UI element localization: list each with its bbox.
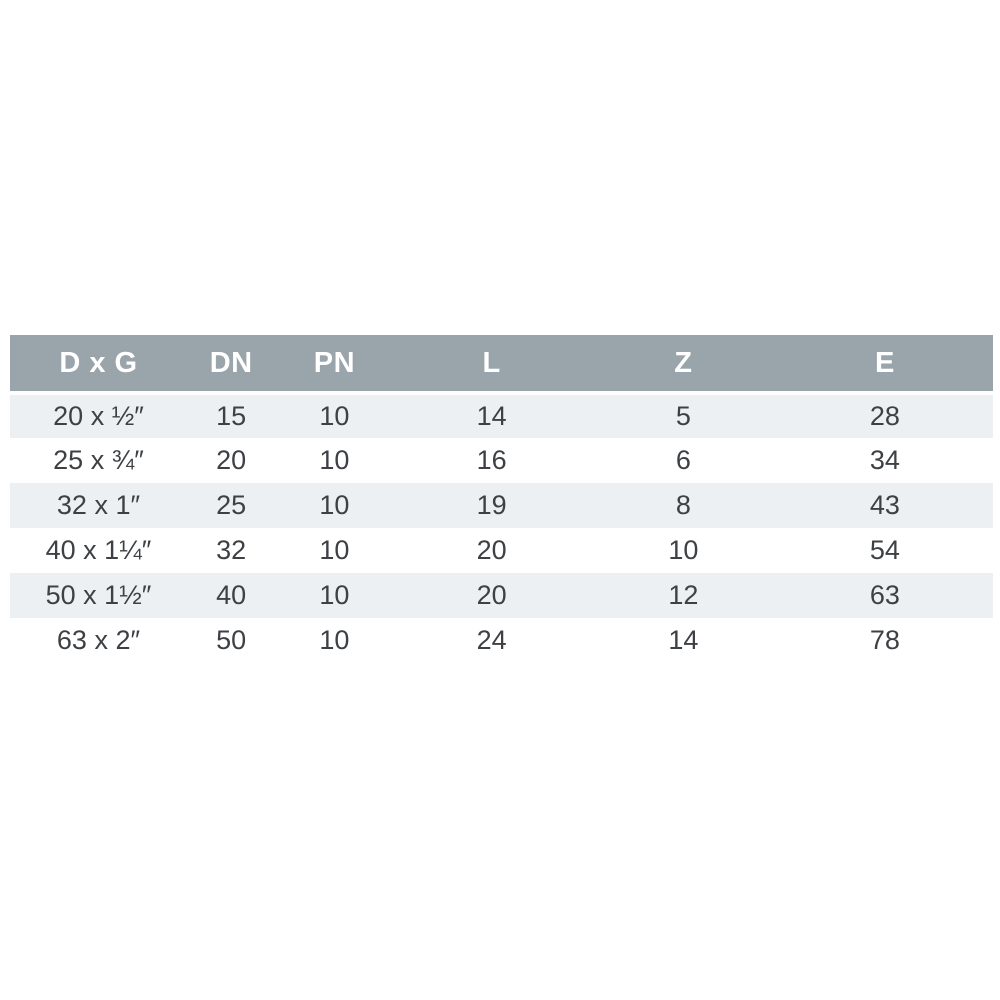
table-cell: 10 [275,573,394,618]
table-row: 20 x ½″ 15 10 14 5 28 [10,393,993,438]
table-cell: 63 x 2″ [10,618,187,663]
header-row: D x G DN PN L Z E [10,335,993,395]
header-cell-e: E [776,335,993,395]
table-cell: 10 [275,528,394,573]
table-cell: 16 [393,438,590,483]
table-row: 50 x 1½″ 40 10 20 12 63 [10,573,993,618]
table-cell: 28 [776,393,993,438]
table-cell: 78 [776,618,993,663]
header-cell-z: Z [589,335,777,395]
table-cell: 50 [186,618,276,663]
table-cell: 40 x 1¼″ [10,528,187,573]
table-cell: 5 [589,393,777,438]
table-row: 63 x 2″ 50 10 24 14 78 [10,618,993,663]
table-row: 32 x 1″ 25 10 19 8 43 [10,483,993,528]
table-cell: 24 [393,618,590,663]
table-cell: 43 [776,483,993,528]
header-cell-dxg: D x G [10,335,187,395]
table-cell: 25 x ¾″ [10,438,187,483]
table-body: 20 x ½″ 15 10 14 5 28 25 x ¾″ 20 10 16 6 34 32 x 1″ 2… [10,393,993,663]
table-cell: 10 [275,393,394,438]
table-cell: 15 [186,393,276,438]
header-cell-pn: PN [275,335,394,395]
table-cell: 8 [589,483,777,528]
table-cell: 10 [275,618,394,663]
table-cell: 40 [186,573,276,618]
table-cell: 20 [393,573,590,618]
header-cell-dn: DN [186,335,276,395]
table-cell: 63 [776,573,993,618]
table-row: 25 x ¾″ 20 10 16 6 34 [10,438,993,483]
header-cell-l: L [393,335,590,395]
table-cell: 10 [589,528,777,573]
table-cell: 14 [589,618,777,663]
table-cell: 10 [275,438,394,483]
table-cell: 12 [589,573,777,618]
table-cell: 50 x 1½″ [10,573,187,618]
table-cell: 34 [776,438,993,483]
table-cell: 32 x 1″ [10,483,187,528]
table-cell: 14 [393,393,590,438]
table-cell: 25 [186,483,276,528]
table-cell: 19 [393,483,590,528]
table-cell: 54 [776,528,993,573]
table-cell: 20 x ½″ [10,393,187,438]
spec-table-container: D x G DN PN L Z E 20 x ½″ 15 10 14 5 28 25 x ¾… [10,335,993,663]
table-cell: 32 [186,528,276,573]
table-cell: 10 [275,483,394,528]
table-header: D x G DN PN L Z E [10,335,993,395]
table-cell: 20 [393,528,590,573]
spec-table: D x G DN PN L Z E 20 x ½″ 15 10 14 5 28 25 x ¾… [10,335,993,663]
table-row: 40 x 1¼″ 32 10 20 10 54 [10,528,993,573]
table-cell: 20 [186,438,276,483]
table-cell: 6 [589,438,777,483]
